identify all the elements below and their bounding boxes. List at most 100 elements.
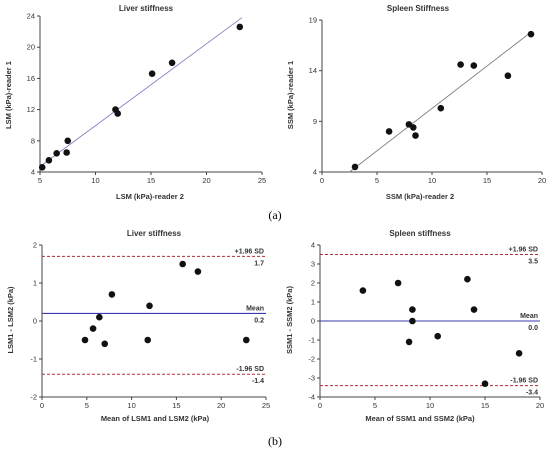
x-tick-label: 10 bbox=[91, 176, 99, 185]
plot-area: 0 5 10 15 20 4 9 14 19 bbox=[309, 16, 547, 186]
mean-value-label: 0.2 bbox=[254, 317, 264, 324]
data-point bbox=[410, 124, 417, 131]
y-tick-label: 2 bbox=[311, 279, 315, 288]
y-tick-label: -4 bbox=[308, 393, 315, 402]
data-point bbox=[515, 350, 523, 357]
data-point bbox=[481, 380, 489, 388]
data-point bbox=[412, 132, 419, 139]
plot-area: 5 10 15 20 25 4 8 12 16 20 24 bbox=[27, 12, 267, 186]
data-point bbox=[351, 163, 359, 171]
x-tick-label: 25 bbox=[258, 176, 266, 185]
x-tick-label: 5 bbox=[85, 401, 89, 410]
data-point bbox=[409, 306, 416, 313]
y-tick-label: 2 bbox=[33, 241, 37, 250]
y-tick-label: 12 bbox=[27, 105, 35, 114]
y-axis-label: LSM1 - LSM2 (kPa) bbox=[6, 286, 15, 354]
y-axis-label: SSM1 - SSM2 (kPa) bbox=[285, 286, 294, 354]
regression-line bbox=[349, 31, 532, 173]
chart-title: Spleen Stiffness bbox=[387, 4, 450, 13]
data-point bbox=[179, 260, 186, 268]
data-point bbox=[45, 157, 53, 164]
x-tick-label: 5 bbox=[375, 176, 379, 185]
data-point bbox=[457, 61, 464, 68]
data-point bbox=[144, 336, 152, 344]
y-tick-label: 9 bbox=[313, 117, 317, 126]
y-tick-label: 20 bbox=[27, 43, 35, 52]
chart-title: Liver stiffness bbox=[119, 4, 174, 13]
y-tick-label: -2 bbox=[308, 355, 315, 364]
data-point bbox=[101, 340, 109, 348]
panel-label-b: (b) bbox=[268, 434, 282, 448]
regression-line bbox=[39, 17, 243, 167]
data-point bbox=[437, 104, 445, 112]
data-point bbox=[527, 30, 535, 38]
x-tick-label: 15 bbox=[481, 401, 489, 410]
x-tick-label: 15 bbox=[483, 176, 491, 185]
y-tick-label: -2 bbox=[30, 393, 37, 402]
x-tick-label: 10 bbox=[426, 401, 434, 410]
x-tick-label: 20 bbox=[202, 176, 210, 185]
x-tick-label: 0 bbox=[320, 176, 324, 185]
y-tick-label: 4 bbox=[313, 168, 317, 177]
lower-limit-label: -1.96 SD bbox=[510, 378, 538, 385]
x-tick-label: 15 bbox=[172, 401, 180, 410]
data-point bbox=[38, 164, 46, 171]
data-point bbox=[81, 336, 89, 344]
data-point bbox=[385, 128, 393, 135]
x-tick-label: 5 bbox=[373, 401, 377, 410]
data-point bbox=[504, 72, 512, 80]
mean-value-label: 0.0 bbox=[528, 325, 538, 332]
mean-label: Mean bbox=[520, 313, 538, 320]
lower-limit-value-label: -1.4 bbox=[252, 378, 264, 385]
x-tick-label: 0 bbox=[318, 401, 322, 410]
data-point bbox=[470, 306, 478, 313]
y-tick-label: 4 bbox=[31, 168, 35, 177]
x-tick-label: 20 bbox=[538, 176, 546, 185]
data-point bbox=[89, 325, 97, 332]
data-point bbox=[53, 149, 60, 157]
x-tick-label: 20 bbox=[217, 401, 225, 410]
y-axis-label: SSM (kPa)-reader 1 bbox=[286, 61, 295, 129]
data-point bbox=[242, 336, 250, 344]
x-tick-label: 0 bbox=[40, 401, 44, 410]
chart-spleen-correlation: Spleen Stiffness 0 5 10 15 20 4 9 14 19 SSM (kPa… bbox=[286, 4, 546, 201]
x-tick-label: 5 bbox=[38, 176, 42, 185]
data-point bbox=[96, 313, 103, 321]
chart-spleen-bland-altman: Spleen stiffness 0 5 10 15 20 -4 -3 -2 -1 0 1 2 3 4 Me… bbox=[285, 229, 544, 423]
y-tick-label: -3 bbox=[308, 374, 315, 383]
data-point bbox=[236, 23, 244, 31]
y-tick-label: 14 bbox=[309, 66, 317, 75]
x-tick-label: 20 bbox=[536, 401, 544, 410]
y-tick-label: 1 bbox=[33, 279, 37, 288]
data-point bbox=[470, 62, 478, 69]
y-tick-label: 4 bbox=[311, 241, 315, 250]
x-tick-label: 10 bbox=[428, 176, 436, 185]
data-point bbox=[64, 137, 72, 145]
data-point bbox=[148, 70, 156, 78]
x-axis-label: LSM (kPa)-reader 2 bbox=[116, 192, 184, 201]
x-tick-label: 10 bbox=[127, 401, 135, 410]
data-point bbox=[359, 287, 367, 294]
y-tick-label: 3 bbox=[311, 260, 315, 269]
chart-title: Spleen stiffness bbox=[389, 229, 451, 238]
upper-limit-label: +1.96 SD bbox=[235, 248, 264, 255]
upper-limit-value-label: 3.5 bbox=[528, 259, 538, 266]
lower-limit-value-label: -3.4 bbox=[526, 390, 538, 397]
data-point bbox=[409, 317, 416, 325]
chart-title: Liver stiffness bbox=[127, 229, 182, 238]
data-point bbox=[114, 110, 121, 117]
y-tick-label: 0 bbox=[33, 317, 37, 326]
plot-area: 0 5 10 15 20 25 -2 -1 0 1 2 Mean 0.2 +1.96 SD 1.7 -1.96… bbox=[30, 241, 270, 411]
data-point bbox=[194, 268, 202, 275]
data-point bbox=[405, 338, 413, 346]
x-axis-label: SSM (kPa)-reader 2 bbox=[386, 192, 454, 201]
y-tick-label: 0 bbox=[311, 317, 315, 326]
mean-label: Mean bbox=[246, 305, 264, 312]
data-point bbox=[434, 332, 442, 340]
data-point bbox=[464, 275, 471, 283]
x-tick-label: 25 bbox=[262, 401, 270, 410]
data-point bbox=[146, 302, 153, 310]
x-axis-label: Mean of SSM1 and SSM2 (kPa) bbox=[365, 414, 475, 423]
data-point bbox=[108, 291, 116, 298]
